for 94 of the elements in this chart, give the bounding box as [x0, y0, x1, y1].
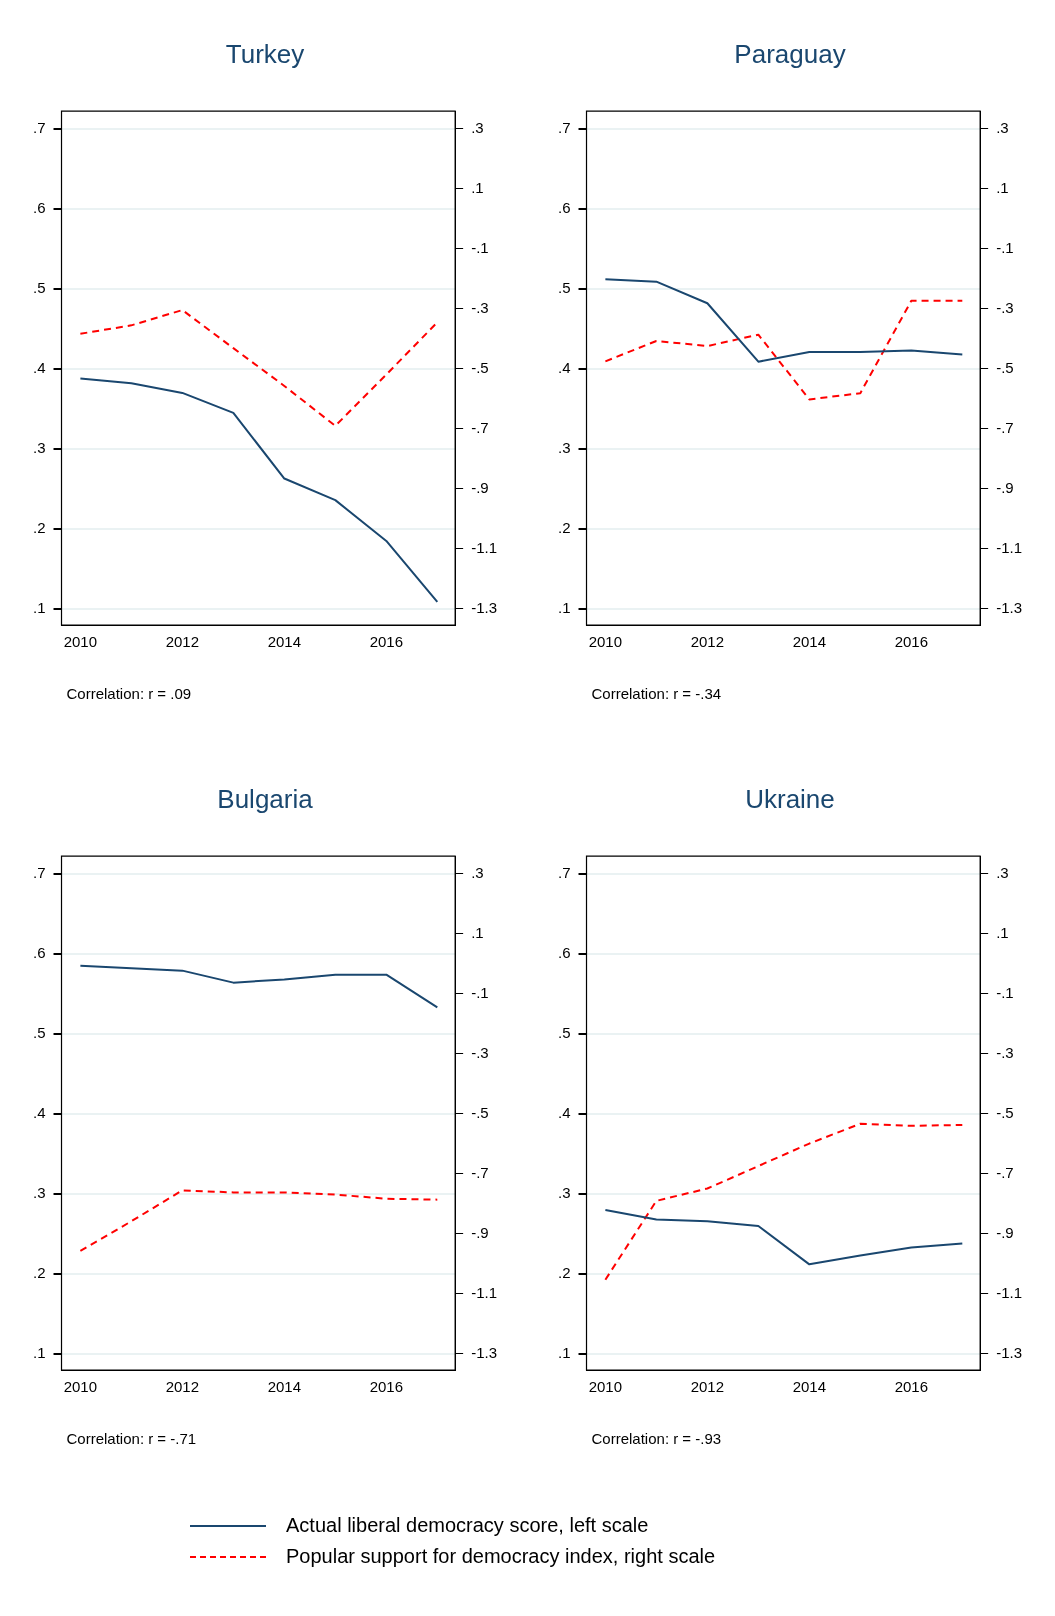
line-series — [79, 1189, 439, 1252]
y2-tick-label: .3 — [996, 118, 1009, 136]
y-tick-label: .5 — [557, 279, 571, 297]
y2-tick-label: -.3 — [996, 298, 1014, 316]
y-tick-label: .4 — [557, 1104, 571, 1122]
y2-tick-label: -.9 — [996, 1223, 1014, 1241]
y2-tick-label: -.9 — [471, 1223, 489, 1241]
y-tick-label: .2 — [557, 1264, 571, 1282]
y-tick-label: .2 — [557, 519, 571, 537]
x-tick-label: 2014 — [792, 1378, 827, 1396]
x-tick-label: 2012 — [165, 633, 200, 651]
y-tick-label: .1 — [557, 599, 571, 617]
y2-tick-label: -.7 — [996, 418, 1014, 436]
y2-tick-label: -.3 — [471, 298, 489, 316]
x-tick-label: 2010 — [588, 633, 623, 651]
y-tick-label: .4 — [557, 359, 571, 377]
y-tick-label: .1 — [557, 1344, 571, 1362]
x-tick-label: 2016 — [369, 1378, 403, 1396]
y2-tick-label: -1.3 — [471, 1343, 498, 1361]
line-series — [604, 1122, 964, 1281]
y2-tick-label: -.7 — [471, 418, 489, 436]
y2-tick-label: -.5 — [996, 1103, 1014, 1121]
chart-title: Bulgaria — [217, 783, 314, 814]
y-tick-label: .1 — [32, 1344, 46, 1362]
y2-tick-label: .3 — [471, 863, 484, 881]
x-tick-label: 2014 — [792, 633, 827, 651]
legend-label: Actual liberal democracy score, left scale — [286, 1514, 649, 1537]
y2-tick-label: -.5 — [996, 358, 1014, 376]
x-tick-label: 2012 — [165, 1378, 200, 1396]
y2-tick-label: .1 — [471, 923, 484, 941]
y2-tick-label: -1.3 — [996, 1343, 1023, 1361]
y-tick-label: .3 — [557, 1184, 571, 1202]
chart-title: Paraguay — [734, 38, 846, 69]
x-tick-label: 2010 — [588, 1378, 623, 1396]
y-tick-label: .6 — [32, 198, 46, 216]
y-tick-label: .6 — [32, 943, 46, 961]
y-tick-label: .5 — [32, 1024, 46, 1042]
y2-tick-label: .3 — [471, 118, 484, 136]
text: Correlation: r = -.93 — [591, 1429, 722, 1447]
y-tick-label: .2 — [32, 519, 46, 537]
y2-tick-label: -.5 — [471, 358, 489, 376]
text: Correlation: r = -.71 — [66, 1429, 197, 1447]
y2-tick-label: -.7 — [471, 1163, 489, 1181]
y2-tick-label: -1.1 — [471, 538, 498, 556]
chart-title: Ukraine — [745, 783, 835, 814]
y2-tick-label: -.5 — [471, 1103, 489, 1121]
y-tick-label: .7 — [32, 118, 46, 136]
y2-tick-label: -.7 — [996, 1163, 1014, 1181]
y2-tick-label: .1 — [996, 178, 1009, 196]
y2-tick-label: -1.1 — [996, 1283, 1023, 1301]
y2-tick-label: -.1 — [996, 238, 1014, 256]
y-tick-label: .3 — [32, 439, 46, 457]
y-tick-label: .5 — [32, 279, 46, 297]
y2-tick-label: -.9 — [471, 478, 489, 496]
x-tick-label: 2016 — [894, 1378, 928, 1396]
y2-tick-label: -1.3 — [996, 598, 1023, 616]
y-tick-label: .6 — [557, 943, 571, 961]
y-tick-label: .5 — [557, 1024, 571, 1042]
y-tick-label: .1 — [32, 599, 46, 617]
y2-tick-label: .3 — [996, 863, 1009, 881]
text: Correlation: r = -.34 — [591, 684, 722, 702]
x-tick-label: 2014 — [267, 633, 302, 651]
y2-tick-label: .1 — [471, 178, 484, 196]
x-tick-label: 2014 — [267, 1378, 302, 1396]
y2-tick-label: .1 — [996, 923, 1009, 941]
y2-tick-label: -.3 — [996, 1043, 1014, 1061]
y-tick-label: .2 — [32, 1264, 46, 1282]
x-tick-label: 2010 — [63, 1378, 98, 1396]
y2-tick-label: -.3 — [471, 1043, 489, 1061]
y2-tick-label: -1.3 — [471, 598, 498, 616]
y2-tick-label: -.1 — [471, 983, 489, 1001]
legend-label: Popular support for democracy index, right scale — [286, 1545, 716, 1568]
line-series — [604, 299, 964, 401]
text: Correlation: r = .09 — [66, 684, 192, 702]
x-tick-label: 2012 — [690, 633, 725, 651]
y-tick-label: .3 — [557, 439, 571, 457]
y-tick-label: .7 — [32, 863, 46, 881]
y2-tick-label: -.1 — [471, 238, 489, 256]
y-tick-label: .6 — [557, 198, 571, 216]
x-tick-label: 2012 — [690, 1378, 725, 1396]
y-tick-label: .7 — [557, 118, 571, 136]
y2-tick-label: -1.1 — [471, 1283, 498, 1301]
y-tick-label: .3 — [32, 1184, 46, 1202]
y-tick-label: .7 — [557, 863, 571, 881]
chart-title: Turkey — [225, 38, 305, 69]
x-tick-label: 2016 — [369, 633, 403, 651]
y2-tick-label: -1.1 — [996, 538, 1023, 556]
x-tick-label: 2010 — [63, 633, 98, 651]
y2-tick-label: -.1 — [996, 983, 1014, 1001]
y-tick-label: .4 — [32, 1104, 46, 1122]
y2-tick-label: -.9 — [996, 478, 1014, 496]
y-tick-label: .4 — [32, 359, 46, 377]
x-tick-label: 2016 — [894, 633, 928, 651]
line-series — [79, 309, 439, 427]
